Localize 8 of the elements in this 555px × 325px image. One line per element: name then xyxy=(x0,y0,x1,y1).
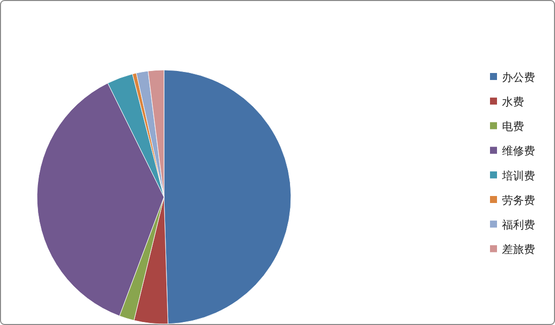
legend-label: 劳务费 xyxy=(502,194,535,207)
legend-label: 差旅费 xyxy=(502,243,535,256)
legend-label: 办公费 xyxy=(502,70,535,84)
legend-label: 电费 xyxy=(502,120,524,134)
legend-label: 维修费 xyxy=(502,144,535,158)
legend-label: 培训费 xyxy=(501,169,535,182)
legend-label: 水费 xyxy=(502,95,524,108)
legend-label: 福利费 xyxy=(502,218,535,232)
